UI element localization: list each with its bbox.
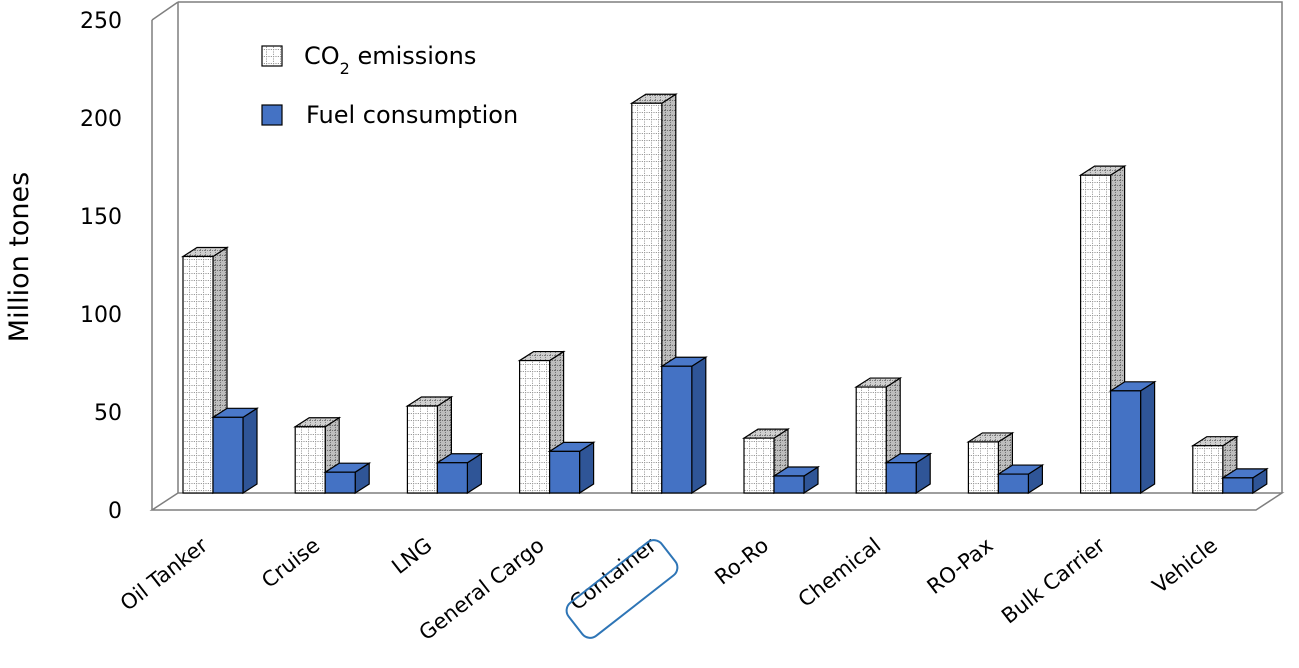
bars-group bbox=[180, 93, 1269, 495]
y-axis-ticks: 0 50 100 150 200 250 bbox=[80, 9, 122, 524]
y-tick-label: 200 bbox=[80, 107, 122, 132]
bar-front bbox=[294, 426, 326, 494]
bar-fuel-oil-tanker bbox=[210, 407, 260, 495]
bar-fuel-general-cargo bbox=[547, 441, 596, 495]
container-highlight bbox=[565, 539, 679, 639]
bar-front bbox=[885, 462, 917, 494]
legend-item-co2: CO2 emissions bbox=[261, 42, 476, 78]
bar-front bbox=[324, 471, 356, 494]
category-label-ro-pax: RO-Pax bbox=[923, 533, 998, 599]
bar-front bbox=[182, 255, 214, 494]
legend-swatch-fuel bbox=[261, 104, 283, 126]
bar-fuel-cruise bbox=[323, 462, 372, 495]
bar-front bbox=[1109, 390, 1142, 494]
container-highlight-box bbox=[565, 539, 679, 639]
bar-fuel-bulk-carrier bbox=[1108, 380, 1157, 495]
bar-fuel-chemical bbox=[884, 452, 933, 495]
bar-fuel-ro-pax bbox=[996, 463, 1045, 495]
bar-side bbox=[242, 407, 258, 495]
category-label-vehicle: Vehicle bbox=[1148, 533, 1222, 598]
bar-side bbox=[691, 356, 707, 495]
floor bbox=[149, 492, 1285, 511]
back-wall bbox=[178, 1, 1283, 493]
bar-front bbox=[1079, 174, 1112, 494]
bar-front bbox=[518, 359, 551, 494]
bar-front bbox=[743, 437, 775, 494]
bar-front bbox=[773, 475, 805, 494]
bar-front bbox=[1192, 445, 1224, 494]
category-label-lng: LNG bbox=[387, 533, 436, 579]
legend: CO2 emissions Fuel consumption bbox=[261, 42, 518, 129]
legend-label-fuel: Fuel consumption bbox=[306, 101, 518, 129]
bar-fuel-ro-ro bbox=[771, 465, 821, 495]
bar-side bbox=[1139, 380, 1156, 495]
bar-co2-general-cargo bbox=[517, 350, 566, 495]
bar-front bbox=[406, 405, 438, 494]
bar-front bbox=[631, 102, 663, 494]
category-label-cruise: Cruise bbox=[257, 533, 324, 593]
category-label-oil-tanker: Oil Tanker bbox=[116, 533, 213, 616]
y-tick-label: 150 bbox=[80, 205, 122, 230]
bar-front bbox=[436, 462, 468, 494]
category-label-chemical: Chemical bbox=[794, 533, 886, 612]
category-label-ro-ro: Ro-Ro bbox=[710, 533, 773, 589]
category-label-bulk-carrier: Bulk Carrier bbox=[997, 533, 1110, 629]
y-tick-label: 250 bbox=[80, 9, 122, 34]
category-label-container: Container bbox=[565, 533, 661, 615]
bar-front bbox=[967, 441, 1000, 494]
bar-fuel-container bbox=[659, 356, 708, 495]
bar-front bbox=[212, 416, 244, 494]
bar-front bbox=[1222, 477, 1254, 494]
bar-front bbox=[548, 450, 581, 494]
bar-fuel-vehicle bbox=[1220, 467, 1269, 495]
y-tick-label: 100 bbox=[80, 303, 122, 328]
bar-front bbox=[855, 386, 887, 494]
y-tick-label: 0 bbox=[108, 499, 122, 524]
side-wall-edge bbox=[151, 1, 179, 21]
plot-frame bbox=[149, 1, 1285, 511]
legend-item-fuel: Fuel consumption bbox=[261, 101, 518, 129]
bar-fuel-lng bbox=[435, 452, 484, 495]
bar-front bbox=[661, 365, 693, 494]
bar-co2-vehicle bbox=[1190, 435, 1239, 495]
legend-label-co2: CO2 emissions bbox=[304, 42, 476, 78]
legend-swatch-co2 bbox=[261, 45, 283, 67]
bar-co2-cruise bbox=[293, 416, 342, 495]
y-axis-label: Million tones bbox=[4, 172, 35, 342]
y-tick-label: 50 bbox=[94, 401, 122, 426]
bar-front bbox=[997, 473, 1030, 494]
